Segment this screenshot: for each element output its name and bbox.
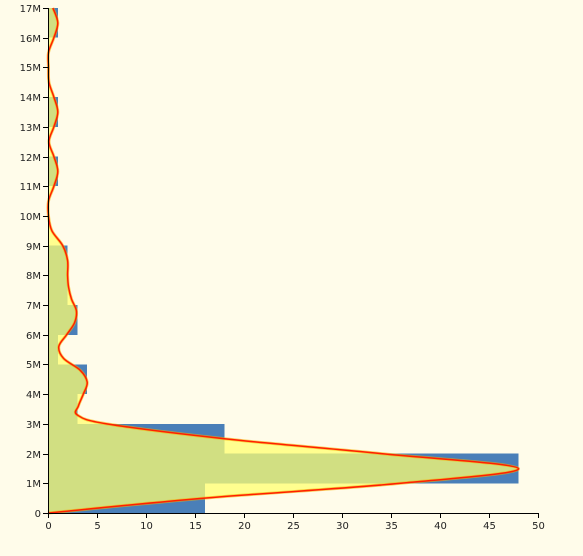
y-tick-label: 1M	[26, 479, 41, 490]
y-tick-label: 17M	[20, 4, 41, 15]
y-tick-label: 14M	[20, 93, 41, 104]
y-tick-label: 5M	[26, 360, 41, 371]
x-tick-label: 50	[532, 521, 545, 532]
y-tick-label: 8M	[26, 271, 41, 282]
y-tick-label: 2M	[26, 450, 41, 461]
x-tick-label: 10	[140, 521, 153, 532]
y-tick-label: 16M	[20, 34, 41, 45]
x-axis: 0 5 10 15 20 25 30 35 40 45 50	[45, 513, 545, 532]
x-tick-label: 15	[189, 521, 202, 532]
x-tick-label: 20	[238, 521, 251, 532]
y-tick-label: 12M	[20, 153, 41, 164]
x-tick-label: 30	[336, 521, 349, 532]
x-tick-label: 45	[483, 521, 496, 532]
y-tick-label: 4M	[26, 390, 41, 401]
y-tick-label: 7M	[26, 301, 41, 312]
y-axis: 0 1M 2M 3M 4M 5M 6M 7M 8M 9M 10M 11M 12M 13M 14M 15M 16M…	[20, 4, 49, 520]
x-tick-label: 35	[385, 521, 398, 532]
x-tick-label: 5	[94, 521, 100, 532]
density-curve	[47, 7, 520, 514]
y-tick-label: 11M	[20, 182, 41, 193]
x-tick-label: 25	[287, 521, 300, 532]
y-tick-label: 15M	[20, 63, 41, 74]
y-tick-label: 3M	[26, 420, 41, 431]
x-tick-label: 0	[45, 521, 51, 532]
x-tick-label: 40	[434, 521, 447, 532]
y-tick-label: 9M	[26, 242, 41, 253]
density-layer	[46, 7, 520, 515]
y-tick-label: 10M	[20, 212, 41, 223]
y-tick-label: 6M	[26, 331, 41, 342]
y-tick-label: 13M	[20, 123, 41, 134]
density-area	[47, 8, 519, 513]
y-tick-label: 0	[35, 509, 41, 520]
